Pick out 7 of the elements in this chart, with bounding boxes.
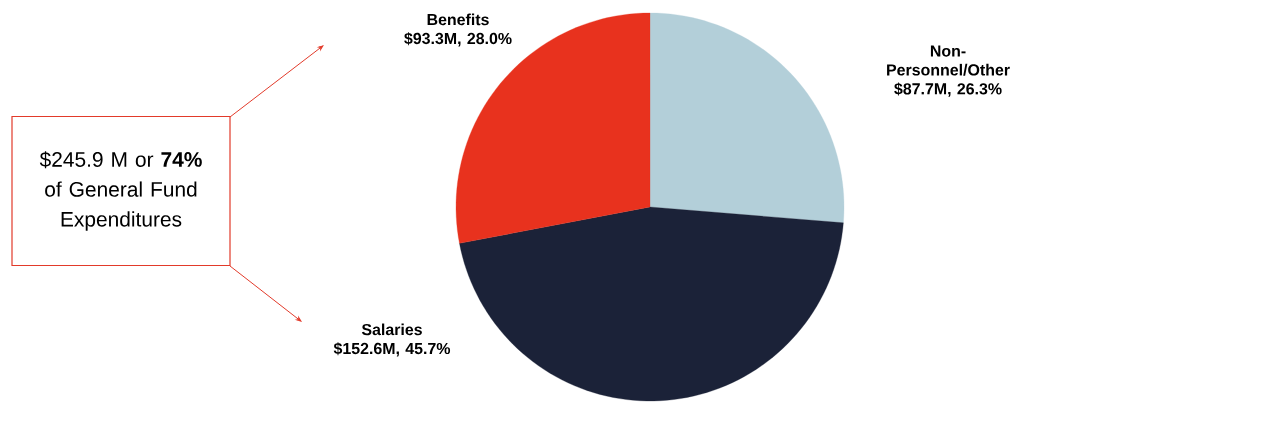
data-label: $93.3M, 28.0% — [404, 32, 512, 47]
data-label: $87.7M, 26.3% — [894, 82, 1002, 97]
slice-label: Benefits — [427, 13, 489, 26]
data-label: $152.6M, 45.7% — [333, 342, 451, 357]
slice-label: Salaries — [361, 323, 422, 336]
slice-label: Non-Personnel/Other — [887, 45, 1010, 76]
text: $245.9 M or 74% of General Fund Expenditures — [39, 151, 202, 231]
